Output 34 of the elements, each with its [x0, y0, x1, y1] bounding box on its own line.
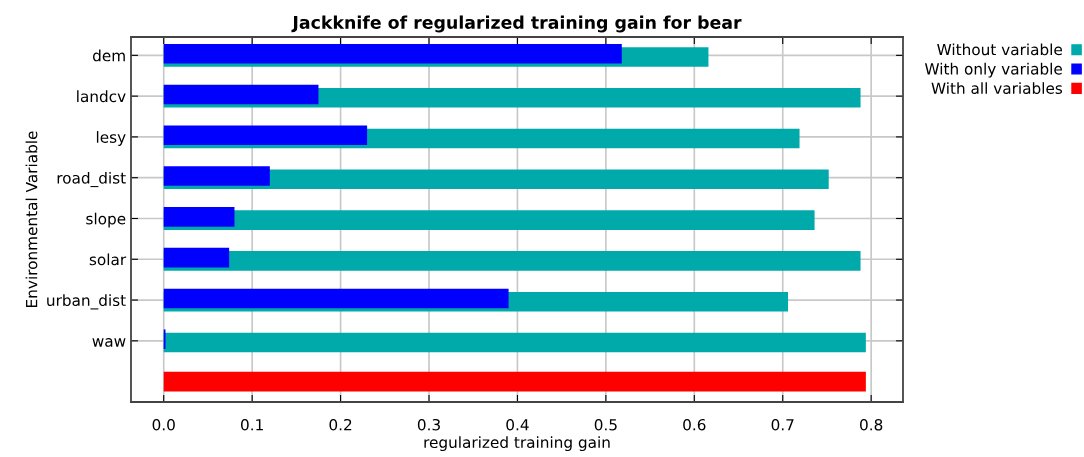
y-tick-label: solar: [89, 253, 127, 266]
x-tick-label: 0.3: [417, 418, 440, 431]
x-tick-label: 0.7: [771, 418, 794, 431]
bar: [163, 125, 368, 146]
bar: [163, 166, 270, 186]
bar: [163, 84, 319, 105]
x-tick-label: 0.5: [594, 418, 617, 431]
bar: [163, 251, 861, 271]
bar: [163, 371, 866, 392]
y-tick-label: slope: [86, 212, 126, 228]
x-tick-label: 0.6: [683, 418, 706, 431]
bar: [163, 207, 235, 227]
legend-label: With all variables: [931, 82, 1063, 95]
bar: [163, 247, 230, 268]
x-tick-label: 0.4: [506, 418, 529, 431]
legend-label: With only variable: [924, 62, 1062, 78]
bar: [163, 288, 509, 309]
x-tick-label: 0.8: [860, 418, 883, 431]
y-tick-label: urban_dist: [47, 294, 126, 310]
chart-title: Jackknife of regularized training gain for bear: [291, 15, 742, 33]
bar: [163, 332, 866, 353]
y-tick-label: waw: [92, 338, 126, 347]
x-tick-label: 0.0: [152, 418, 175, 431]
x-tick-label: 0.1: [241, 418, 263, 431]
legend-label: Without variable: [937, 43, 1062, 56]
bar: [163, 43, 622, 64]
y-axis-title: Environmental Variable: [25, 131, 38, 307]
y-tick-label: dem: [93, 49, 125, 62]
x-tick-label: 0.2: [329, 418, 352, 431]
bar: [163, 210, 815, 230]
y-tick-label: road_dist: [57, 171, 126, 188]
x-axis-title: regularized training gain: [424, 436, 610, 452]
y-tick-label: landcv: [77, 90, 126, 103]
y-tick-label: lesy: [96, 131, 126, 146]
